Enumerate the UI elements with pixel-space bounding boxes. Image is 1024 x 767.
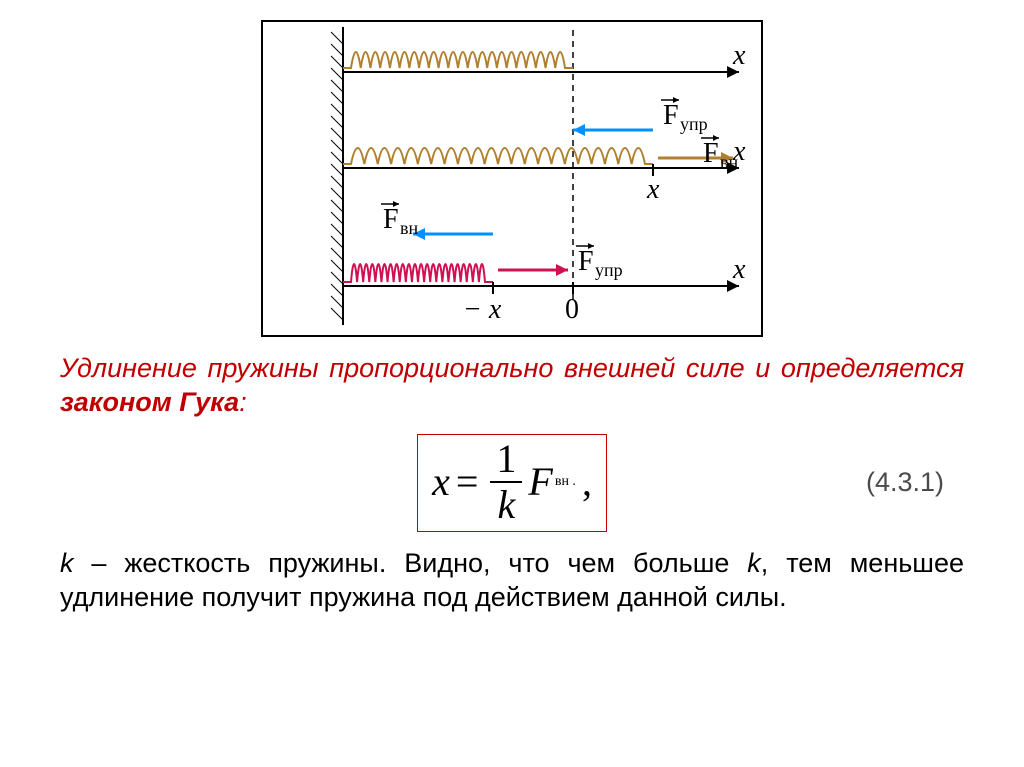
svg-text:0: 0 <box>565 294 579 325</box>
explanation: k – жесткость пружины. Видно, что чем бо… <box>60 546 964 615</box>
hooke-statement: Удлинение пружины пропорционально внешне… <box>60 352 964 420</box>
equation-number: (4.3.1) <box>866 467 944 498</box>
eq-num: 1 <box>490 439 522 483</box>
svg-text:x: x <box>732 254 746 285</box>
equation-box: x = 1 k Fвн . , <box>417 434 607 532</box>
statement-pre: Удлинение пружины пропорционально внешне… <box>60 353 964 383</box>
explain-t1: – жесткость пружины. Видно, что чем боль… <box>74 548 748 578</box>
equation-row: x = 1 k Fвн . , (4.3.1) <box>40 434 984 532</box>
eq-comma: , <box>582 458 592 505</box>
svg-text:F: F <box>578 246 594 277</box>
svg-text:− x: − x <box>463 294 502 325</box>
eq-rhs-sub: вн . <box>555 474 576 490</box>
explain-k1: k <box>60 548 74 578</box>
svg-text:F: F <box>703 138 719 169</box>
spring-diagram: xxxFупрFвнx− x0FвнFупр <box>261 20 763 337</box>
svg-text:упр: упр <box>595 260 623 280</box>
explain-k2: k <box>747 548 761 578</box>
svg-text:F: F <box>383 204 399 235</box>
svg-text:F: F <box>663 100 679 131</box>
svg-text:x: x <box>732 40 746 71</box>
figure-container: xxxFупрFвнx− x0FвнFупр <box>40 20 984 337</box>
svg-text:x: x <box>646 174 660 205</box>
eq-fraction: 1 k <box>490 439 522 525</box>
eq-equals: = <box>456 458 479 505</box>
eq-den: k <box>492 483 522 525</box>
eq-rhs: F <box>528 458 552 505</box>
statement-law: законом Гука <box>60 387 239 417</box>
statement-post: : <box>239 387 247 417</box>
svg-text:упр: упр <box>680 114 708 134</box>
eq-lhs: x <box>432 458 450 505</box>
svg-text:вн: вн <box>400 218 418 238</box>
svg-text:вн: вн <box>720 152 738 172</box>
